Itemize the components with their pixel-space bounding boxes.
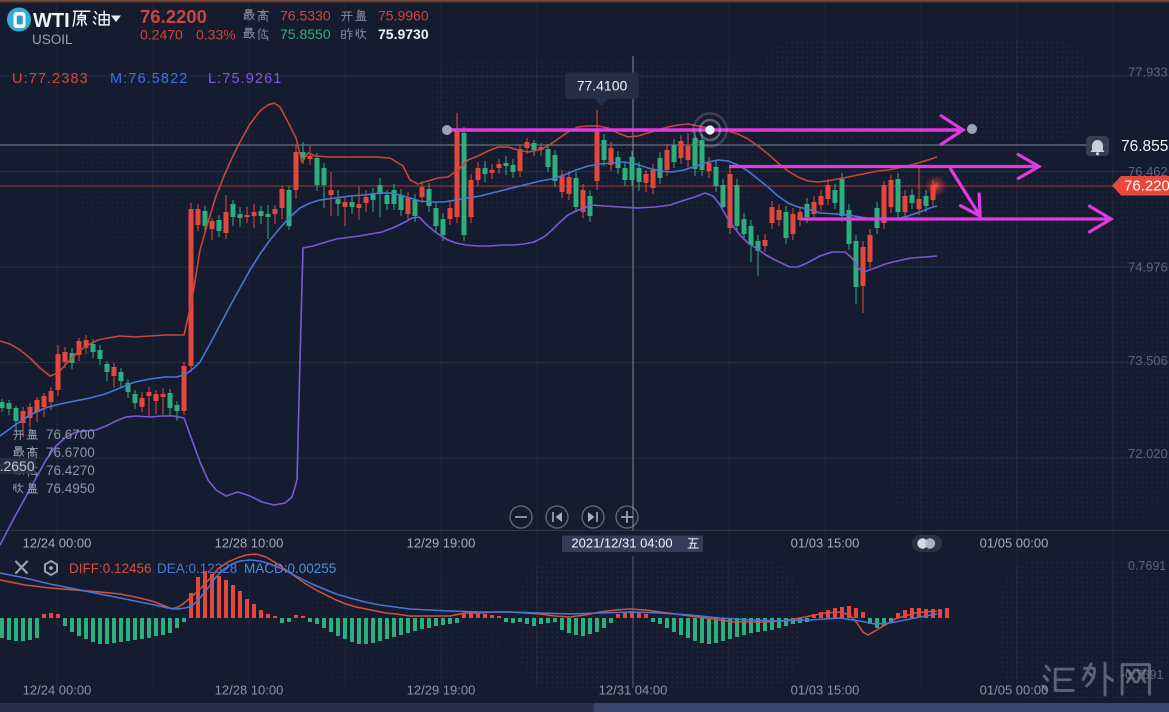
svg-text:73.506: 73.506 xyxy=(1128,353,1168,368)
svg-text:2021/12/31 04:00: 2021/12/31 04:00 xyxy=(571,536,672,551)
svg-text:12/29 19:00: 12/29 19:00 xyxy=(407,683,476,698)
svg-text:M:76.5822: M:76.5822 xyxy=(110,71,188,87)
svg-text:MACD:0.00255: MACD:0.00255 xyxy=(244,561,336,576)
svg-text:12/24 00:00: 12/24 00:00 xyxy=(23,536,92,551)
svg-text:12/28 10:00: 12/28 10:00 xyxy=(215,683,284,698)
svg-text:01/05 00:00: 01/05 00:00 xyxy=(980,683,1049,698)
svg-text:0.2470: 0.2470 xyxy=(140,27,183,43)
svg-text:12/31 04:00: 12/31 04:00 xyxy=(599,683,668,698)
svg-text:01/03 15:00: 01/03 15:00 xyxy=(791,683,860,698)
svg-text:01/03 15:00: 01/03 15:00 xyxy=(791,536,860,551)
svg-text:72.020: 72.020 xyxy=(1128,446,1168,461)
svg-text:75.9730: 75.9730 xyxy=(378,26,429,42)
svg-text:77.4100: 77.4100 xyxy=(577,78,628,94)
svg-text:75.8550: 75.8550 xyxy=(280,26,331,42)
svg-text:DIFF:0.12456: DIFF:0.12456 xyxy=(69,561,152,576)
svg-text:76.2650: 76.2650 xyxy=(0,458,35,474)
svg-text:76.2200: 76.2200 xyxy=(140,6,207,27)
svg-text:77.933: 77.933 xyxy=(1128,65,1168,80)
svg-text:76.6700: 76.6700 xyxy=(46,427,95,442)
svg-text:76.5330: 76.5330 xyxy=(280,8,331,24)
svg-text:76.4950: 76.4950 xyxy=(46,481,95,496)
svg-text:U:77.2383: U:77.2383 xyxy=(12,71,89,87)
svg-text:12/29 19:00: 12/29 19:00 xyxy=(407,536,476,551)
svg-text:12/28 10:00: 12/28 10:00 xyxy=(215,536,284,551)
svg-text:L:75.9261: L:75.9261 xyxy=(208,71,282,87)
svg-text:USOIL: USOIL xyxy=(32,32,73,47)
svg-text:WTI: WTI xyxy=(33,10,70,32)
svg-text:76.8559: 76.8559 xyxy=(1121,138,1169,155)
svg-text:12/24 00:00: 12/24 00:00 xyxy=(23,683,92,698)
svg-text:76.2200: 76.2200 xyxy=(1124,178,1169,195)
svg-text:0.33%: 0.33% xyxy=(196,27,236,43)
svg-text:76.462: 76.462 xyxy=(1128,164,1168,179)
svg-text:75.9960: 75.9960 xyxy=(378,8,429,24)
svg-text:76.4270: 76.4270 xyxy=(46,463,95,478)
svg-text:DEA:0.12328: DEA:0.12328 xyxy=(157,561,237,576)
svg-text:74.976: 74.976 xyxy=(1128,260,1168,275)
svg-text:76.6700: 76.6700 xyxy=(46,445,95,460)
svg-text:01/05 00:00: 01/05 00:00 xyxy=(980,536,1049,551)
svg-text:0.7691: 0.7691 xyxy=(1128,559,1166,573)
